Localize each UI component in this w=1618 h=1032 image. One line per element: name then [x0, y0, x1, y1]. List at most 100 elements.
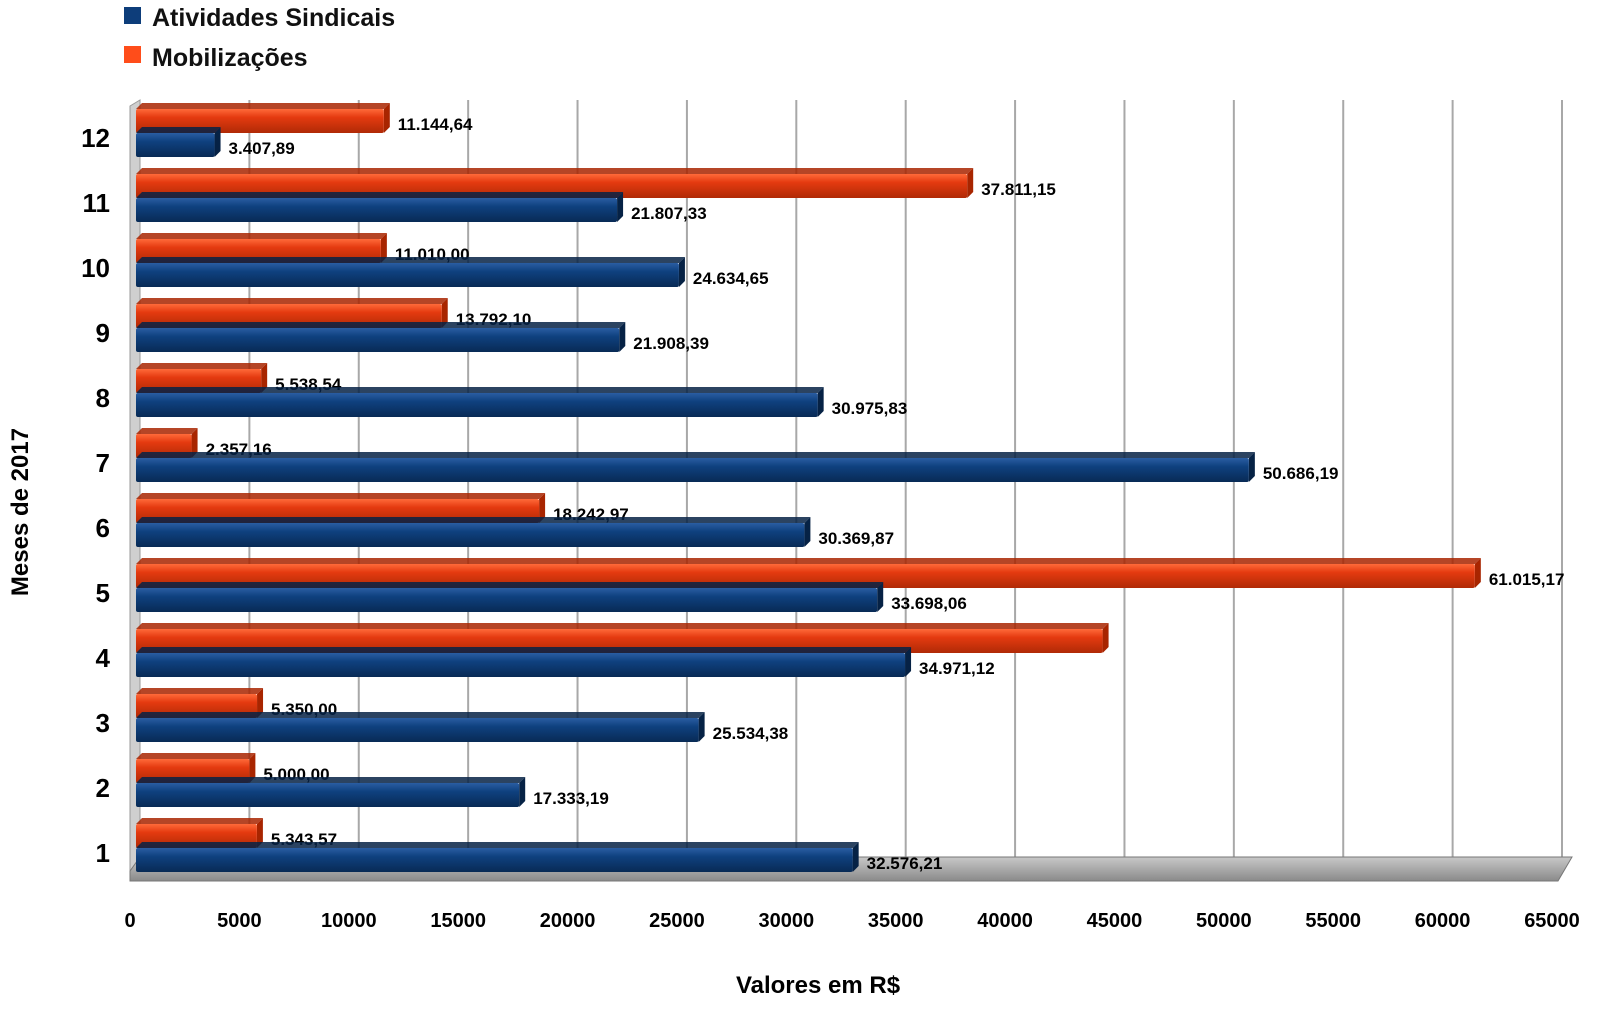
x-tick-label-20000: 20000 [540, 910, 596, 932]
data-label-atividades-12: 3.407,89 [229, 139, 295, 158]
bar-mobilizacoes-10-top [136, 233, 387, 239]
x-tick-label-10000: 10000 [321, 910, 377, 932]
bar-mobilizacoes-1-cap [256, 818, 263, 848]
data-label-atividades-7: 50.686,19 [1263, 464, 1339, 483]
bar-atividades-4-top [136, 647, 912, 653]
data-label-atividades-8: 30.975,83 [832, 399, 908, 418]
bar-mobilizacoes-5-cap [1474, 558, 1481, 588]
x-tick-label-15000: 15000 [430, 910, 486, 932]
x-axis-title: Valores em R$ [736, 972, 901, 999]
legend-label-atividades: Atividades Sindicais [152, 4, 395, 32]
data-label-mobilizacoes-12: 11.144,64 [398, 115, 473, 134]
x-tick-label-35000: 35000 [868, 910, 924, 932]
y-category-label-12: 12 [81, 123, 110, 153]
bar-atividades-9-cap [619, 322, 626, 352]
x-tick-label-55000: 55000 [1305, 910, 1361, 932]
bar-mobilizacoes-2-top [136, 753, 256, 759]
y-category-label-11: 11 [83, 188, 111, 218]
data-label-atividades-9: 21.908,39 [633, 334, 709, 353]
y-category-label-2: 2 [96, 773, 110, 803]
bar-mobilizacoes-12-top [136, 103, 390, 109]
legend-swatch-mobilizacoes [124, 46, 141, 63]
bar-atividades-3-top [136, 712, 705, 718]
bar-mobilizacoes-9-cap [441, 298, 448, 328]
data-label-atividades-10: 24.634,65 [693, 269, 769, 288]
x-tick-label-5000: 5000 [217, 910, 262, 932]
y-category-label-7: 7 [96, 448, 110, 478]
y-category-label-10: 10 [81, 253, 110, 283]
x-tick-label-0: 0 [124, 910, 135, 932]
legend-label-mobilizacoes: Mobilizações [152, 44, 308, 72]
bar-mobilizacoes-9-top [136, 298, 448, 304]
bar-mobilizacoes-7-cap [191, 428, 198, 458]
bar-atividades-10-top [136, 257, 685, 263]
bar-atividades-7-cap [1248, 452, 1255, 482]
bar-atividades-5 [136, 588, 878, 612]
bar-mobilizacoes-10-cap [380, 233, 387, 263]
x-tick-label-45000: 45000 [1087, 910, 1143, 932]
bar-mobilizacoes-2-cap [249, 753, 256, 783]
bar-mobilizacoes-6-top [136, 493, 546, 499]
bar-atividades-11-top [136, 192, 624, 198]
x-tick-label-25000: 25000 [649, 910, 705, 932]
bar-atividades-3-cap [698, 712, 705, 742]
bar-atividades-8 [136, 393, 818, 417]
bar-mobilizacoes-4-cap [1102, 623, 1109, 653]
bar-atividades-1-cap [852, 842, 859, 872]
bar-atividades-12-cap [214, 127, 221, 157]
data-label-atividades-4: 34.971,12 [919, 659, 995, 678]
bar-atividades-2-top [136, 777, 526, 783]
bar-atividades-10-cap [678, 257, 685, 287]
bar-atividades-2 [136, 783, 520, 807]
data-label-mobilizacoes-11: 37.811,15 [981, 180, 1056, 199]
y-category-label-9: 9 [96, 318, 110, 348]
bar-atividades-6 [136, 523, 805, 547]
bar-mobilizacoes-8-cap [261, 363, 268, 393]
x-tick-label-60000: 60000 [1415, 910, 1471, 932]
y-axis-title: Meses de 2017 [7, 428, 34, 596]
bar-mobilizacoes-4-top [136, 623, 1109, 629]
bar-atividades-11 [136, 198, 618, 222]
x-tick-label-50000: 50000 [1196, 910, 1252, 932]
y-category-label-5: 5 [96, 578, 110, 608]
bar-mobilizacoes-5-top [136, 558, 1481, 564]
bar-mobilizacoes-1-top [136, 818, 263, 824]
bar-atividades-9-top [136, 322, 626, 328]
data-label-mobilizacoes-5: 61.015,17 [1489, 570, 1565, 589]
bar-atividades-9 [136, 328, 620, 352]
y-category-label-3: 3 [96, 708, 110, 738]
bar-mobilizacoes-12-cap [383, 103, 390, 133]
data-label-atividades-6: 30.369,87 [818, 529, 894, 548]
y-category-label-4: 4 [96, 643, 111, 673]
bar-atividades-4 [136, 653, 906, 677]
bar-mobilizacoes-7-top [136, 428, 198, 434]
bar-atividades-1-top [136, 842, 859, 848]
y-category-label-1: 1 [96, 838, 110, 868]
bar-atividades-1 [136, 848, 853, 872]
bar-atividades-8-top [136, 387, 824, 393]
legend-swatch-atividades [124, 7, 141, 24]
bar-mobilizacoes-11-top [136, 168, 974, 174]
data-label-atividades-5: 33.698,06 [891, 594, 967, 613]
bar-atividades-11-cap [617, 192, 624, 222]
y-category-label-8: 8 [96, 383, 110, 413]
bar-atividades-7 [136, 458, 1249, 482]
data-label-atividades-3: 25.534,38 [713, 724, 789, 743]
bar-atividades-12 [136, 133, 215, 157]
bar-atividades-8-cap [817, 387, 824, 417]
bar-atividades-12-top [136, 127, 221, 133]
bar-atividades-5-cap [877, 582, 884, 612]
bar-atividades-5-top [136, 582, 884, 588]
bar-atividades-7-top [136, 452, 1255, 458]
data-label-atividades-1: 32.576,21 [867, 854, 943, 873]
bar-atividades-2-cap [519, 777, 526, 807]
bar-atividades-6-top [136, 517, 811, 523]
data-label-atividades-2: 17.333,19 [533, 789, 609, 808]
bar-mobilizacoes-8-top [136, 363, 268, 369]
x-tick-label-65000: 65000 [1524, 910, 1580, 932]
bar-mobilizacoes-3-top [136, 688, 264, 694]
bar-mobilizacoes-6-cap [539, 493, 546, 523]
y-category-label-6: 6 [96, 513, 110, 543]
